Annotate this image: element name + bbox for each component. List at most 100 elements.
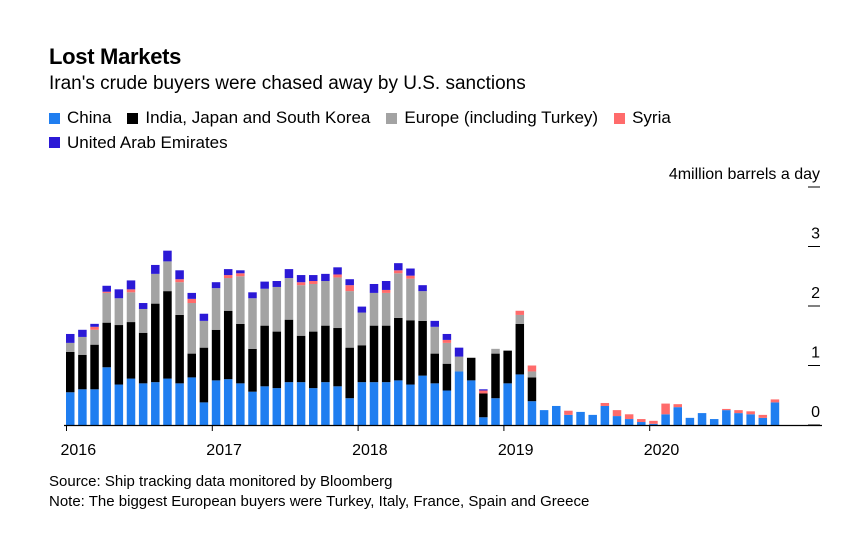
bar-segment [624,414,634,420]
bar-segment [491,353,500,399]
bar-segment [637,422,646,425]
bar-segment [138,383,148,425]
bar-segment [345,398,354,425]
bar-segment [151,382,160,425]
bar-segment [503,350,512,384]
bar-segment [223,278,233,311]
bar-segment [564,414,573,425]
bar-segment [430,383,439,425]
legend-swatch [386,112,398,124]
bar-segment [272,286,282,332]
bar-segment [758,417,768,425]
bar-segment [151,273,160,304]
bar-segment [369,325,379,383]
bar-segment [515,314,525,324]
chart-title: Lost Markets [49,44,182,69]
bar-segment [333,267,342,275]
legend-item: India, Japan and South Korea [127,106,370,130]
bar-segment [406,384,415,425]
bar-segment [418,291,427,321]
chart-subtitle: Iran's crude buyers were chased away by … [49,73,526,94]
bar-segment [211,380,221,425]
bar-segment [187,292,196,299]
bar-segment [758,414,768,418]
footnote: Source: Ship tracking data monitored by … [49,472,589,512]
bar-segment [770,402,780,425]
bar-segment [661,414,670,425]
bar-segment [406,320,415,385]
bar-segment [223,275,233,279]
bar-segment [175,270,184,280]
bar-segment [661,403,670,415]
bar-segment [260,386,269,425]
bar-segment [600,402,610,406]
bar-segment [709,419,719,425]
bar-segment [66,333,75,343]
bar-segment [296,285,306,336]
bar-segment [114,298,124,326]
bar-segment [624,419,634,425]
bar-segment [564,410,573,415]
bar-segment [175,383,184,425]
bar-segment [151,303,160,383]
bar-segment [539,410,549,425]
bar-segment [649,420,658,424]
bar-segment [503,383,512,425]
bar-segment [78,336,87,355]
bar-segment [406,275,415,279]
bar-segment [454,371,464,425]
bar-segment [223,379,233,425]
bar-segment [406,268,415,276]
bar-segment [321,382,330,425]
bar-segment [248,391,257,425]
bar-segment [333,328,342,387]
bar-segment [138,332,148,384]
legend-label: India, Japan and South Korea [145,108,371,127]
y-tick-label: 0 [811,404,820,421]
note-text: Note: The biggest European buyers were T… [49,493,590,510]
bar-segment [90,344,99,390]
bar-segment [284,319,294,383]
bar-segment [296,382,306,425]
bar-segment [722,408,731,411]
bar-segment [272,331,282,389]
bar-segment [199,313,209,321]
bar-segment [102,322,111,368]
bar-segment [491,348,500,354]
bar-segment [102,291,111,293]
bar-segment [126,280,136,290]
bar-segment [369,292,379,326]
y-tick-label: 1 [811,345,820,362]
bar-segment [102,285,111,292]
bar-segment [163,261,172,292]
bar-segment [381,292,391,326]
bar-segment [126,289,136,293]
bar-segment [394,270,403,274]
bar-segment [673,407,682,425]
bar-segment [454,356,464,372]
bar-segment [442,390,452,425]
bar-segment [114,289,124,299]
bar-segment [211,288,221,330]
bar-segment [588,414,597,425]
bar-segment [175,279,184,283]
bar-segment [248,348,257,392]
bar-segment [248,298,257,349]
legend-item: Europe (including Turkey) [386,106,598,130]
bar-segment [78,329,87,337]
bar-segment [309,281,318,284]
bar-segment [394,273,403,318]
legend-swatch [49,137,60,148]
bar-segment [612,416,622,425]
bar-segment [697,413,707,425]
bar-segment [163,291,172,379]
x-tick-label: 2017 [206,442,242,459]
bar-segment [406,278,415,321]
bar-segment [284,269,294,279]
bar-segment [126,292,136,323]
bar-segment [199,320,209,348]
bar-segment [734,410,743,414]
bar-segment [649,423,658,425]
legend-label: Europe (including Turkey) [404,108,599,127]
